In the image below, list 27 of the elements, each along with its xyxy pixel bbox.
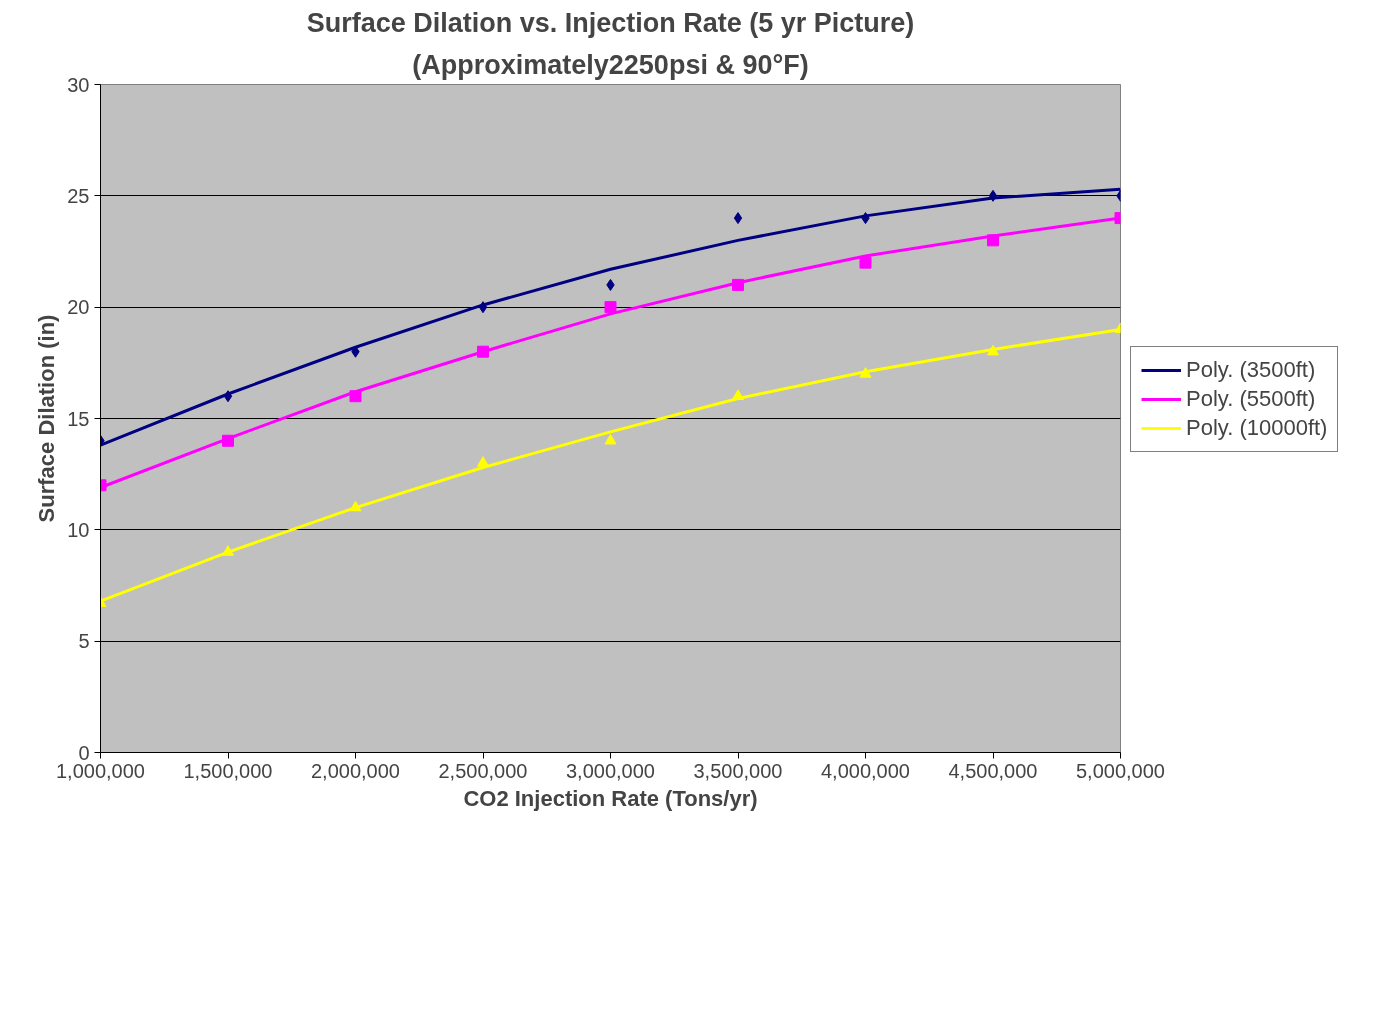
chart-subtitle: (Approximately2250psi & 90°F) [412,49,809,80]
x-tick-label: 5,000,000 [1076,759,1165,782]
x-tick-label: 3,000,000 [566,759,655,782]
legend-label: Poly. (3500ft) [1186,357,1316,383]
x-tick-label: 4,500,000 [948,759,1038,782]
point [604,433,617,445]
point [477,456,489,467]
y-tick-label: 5 [78,630,90,653]
x-tick-label: 2,000,000 [311,759,400,782]
y-axis-title: Surface Dilation (in) [34,314,60,523]
point [604,301,617,314]
y-tick-label: 20 [67,296,90,319]
x-tick-label: 1,500,000 [183,759,273,782]
point [859,256,872,269]
line-series [100,187,1121,447]
y-tick-label: 15 [67,407,90,430]
chart-title: Surface Dilation vs. Injection Rate (5 yr Picture) [306,7,915,38]
legend-label: Poly. (5500ft) [1186,386,1316,412]
legend-label: Poly. (10000ft) [1186,415,1328,441]
y-tick-label: 10 [67,518,90,541]
x-tick-label: 2,500,000 [438,759,528,782]
x-tick-label: 4,000,000 [821,759,910,782]
y-tick-label: 25 [67,184,90,207]
x-axis-title: CO2 Injection Rate (Tons/yr) [463,785,758,811]
x-tick-label: 3,500,000 [693,759,783,782]
y-tick-label: 30 [67,73,90,96]
point [733,212,743,225]
